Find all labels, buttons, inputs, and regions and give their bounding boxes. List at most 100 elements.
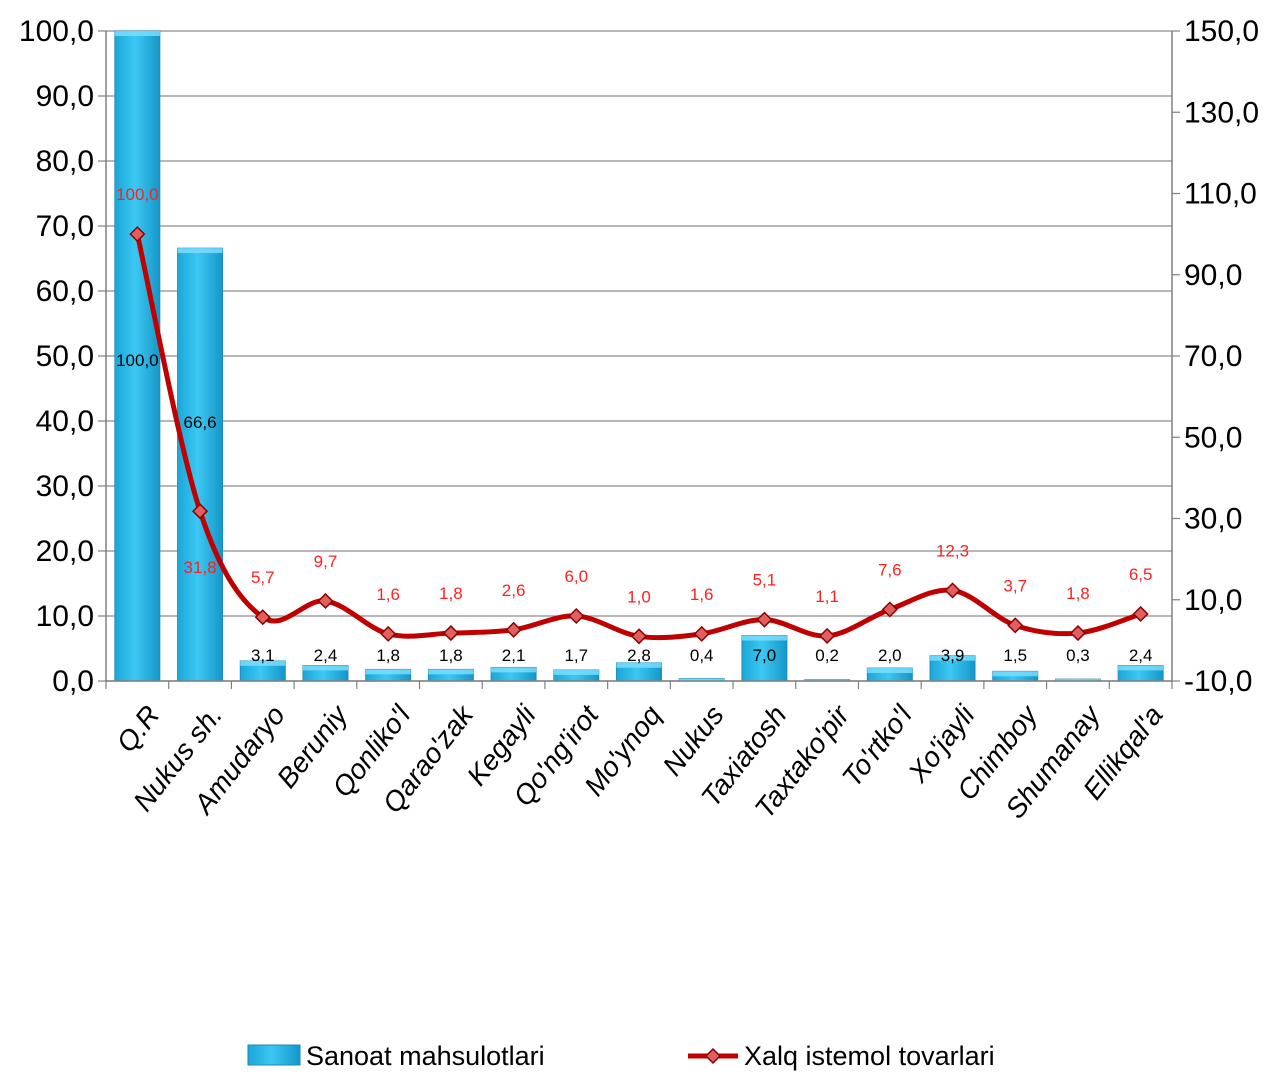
left-tick-label: 40,0 <box>36 405 94 438</box>
line-marker <box>254 609 271 626</box>
data-labels: 100,0 66,6 3,1 2,4 1,8 1,8 2,1 1,7 2,8 0,4 7,0 0,2 2… <box>116 185 1152 665</box>
category-label: Q.R <box>110 700 165 758</box>
line-series <box>129 226 1149 645</box>
bar-top-highlight <box>302 665 349 671</box>
line-data-label: 12,3 <box>936 541 969 560</box>
bar-top-highlight <box>1055 679 1101 681</box>
line-data-label: 6,0 <box>564 567 588 586</box>
bar-top-highlight <box>992 671 1038 677</box>
bar-data-label: 66,6 <box>184 413 217 432</box>
line-marker <box>442 625 459 642</box>
bar-top-highlight <box>177 248 223 254</box>
bar-data-label: 2,1 <box>502 646 526 665</box>
bar-data-label: 0,4 <box>690 646 714 665</box>
right-tick-label: 50,0 <box>1184 421 1242 454</box>
line-data-label: 1,8 <box>439 584 463 603</box>
bar-data-label: 2,4 <box>1129 646 1153 665</box>
bar-top-highlight <box>114 31 160 36</box>
bar-top-highlight <box>616 662 662 668</box>
bar <box>177 247 224 682</box>
tick-labels: 0,0 10,0 20,0 30,0 40,0 50,0 60,0 70,0 80,0 90,0 1… <box>19 15 1259 698</box>
line-data-label: 3,7 <box>1003 576 1027 595</box>
bar-data-label: 0,2 <box>815 646 839 665</box>
line-marker <box>756 611 773 628</box>
line-data-label: 2,6 <box>502 581 526 600</box>
bar-data-label: 2,4 <box>314 646 338 665</box>
line-marker <box>505 621 522 638</box>
line-marker <box>380 625 397 642</box>
line-marker <box>129 226 146 243</box>
gridlines <box>106 30 1172 682</box>
bar-top-highlight <box>553 669 599 675</box>
right-tick-label: -10,0 <box>1184 665 1252 698</box>
line-marker <box>819 627 836 644</box>
right-tick-label: 10,0 <box>1184 584 1242 617</box>
bar-top-highlight <box>867 668 913 673</box>
bar-data-label: 3,1 <box>251 646 275 665</box>
right-tick-label: 150,0 <box>1184 15 1259 48</box>
bar-top-highlight <box>929 655 976 661</box>
line-data-label: 7,6 <box>878 561 902 580</box>
line-marker <box>1069 625 1087 642</box>
line-marker <box>1007 617 1024 634</box>
left-tick-label: 70,0 <box>36 210 94 243</box>
line-data-label: 31,8 <box>184 558 217 577</box>
right-tick-label: 30,0 <box>1184 503 1242 536</box>
left-tick-label: 100,0 <box>19 15 94 48</box>
bar-top-highlight <box>1118 665 1164 671</box>
line-data-label: 1,6 <box>376 585 400 604</box>
line-marker <box>630 628 648 645</box>
line-data-label: 1,8 <box>1066 584 1090 603</box>
category-label: To'rtko'l <box>836 699 919 793</box>
line-data-label: 1,6 <box>690 585 714 604</box>
bar-top-highlight <box>428 669 474 675</box>
left-tick-label: 50,0 <box>36 340 94 373</box>
line-data-label: 5,7 <box>251 568 275 587</box>
bar-data-label: 1,8 <box>439 646 463 665</box>
line-data-label: 1,0 <box>627 587 651 606</box>
left-tick-label: 30,0 <box>36 470 94 503</box>
axes <box>98 30 1180 689</box>
bar-data-label: 1,8 <box>376 646 400 665</box>
right-tick-label: 110,0 <box>1184 178 1257 211</box>
bar-data-label: 100,0 <box>116 351 159 370</box>
left-tick-label: 20,0 <box>36 535 94 568</box>
line-marker <box>568 607 585 625</box>
bar-top-highlight <box>679 678 725 681</box>
bar-top-highlight <box>240 660 286 666</box>
bar-data-label: 1,7 <box>564 646 588 665</box>
bar-top-highlight <box>365 669 411 675</box>
line-marker <box>317 592 334 610</box>
bar-data-label: 1,5 <box>1003 646 1027 665</box>
left-tick-label: 10,0 <box>36 600 94 633</box>
bar-data-label: 7,0 <box>753 646 777 665</box>
bar-data-label: 3,9 <box>941 646 965 665</box>
line-marker <box>944 582 961 599</box>
line-marker <box>191 503 209 520</box>
left-tick-label: 60,0 <box>36 275 94 308</box>
bar-series <box>114 30 1164 682</box>
bar-data-label: 0,3 <box>1066 646 1090 665</box>
legend: Sanoat mahsulotlari Xalq istemol tovarlar… <box>247 1041 995 1071</box>
left-tick-label: 90,0 <box>36 80 94 113</box>
right-tick-label: 90,0 <box>1184 259 1242 292</box>
legend-swatch-bars <box>247 1044 301 1066</box>
right-tick-label: 70,0 <box>1184 340 1242 373</box>
line-data-label: 100,0 <box>116 185 159 204</box>
line-data-label: 5,1 <box>753 571 777 590</box>
legend-label-bars: Sanoat mahsulotlari <box>306 1041 545 1071</box>
line-marker <box>693 625 710 642</box>
line-data-label: 9,7 <box>314 552 338 571</box>
line-marker <box>1132 605 1149 623</box>
bar <box>114 30 161 682</box>
legend-label-line: Xalq istemol tovarlari <box>744 1041 995 1071</box>
line-data-label: 6,5 <box>1129 565 1153 584</box>
line-marker <box>881 601 898 618</box>
bar-top-highlight <box>741 635 787 641</box>
series-line <box>134 233 1142 641</box>
bar-data-label: 2,0 <box>878 646 902 665</box>
right-tick-label: 130,0 <box>1184 96 1259 129</box>
left-tick-label: 80,0 <box>36 145 94 178</box>
